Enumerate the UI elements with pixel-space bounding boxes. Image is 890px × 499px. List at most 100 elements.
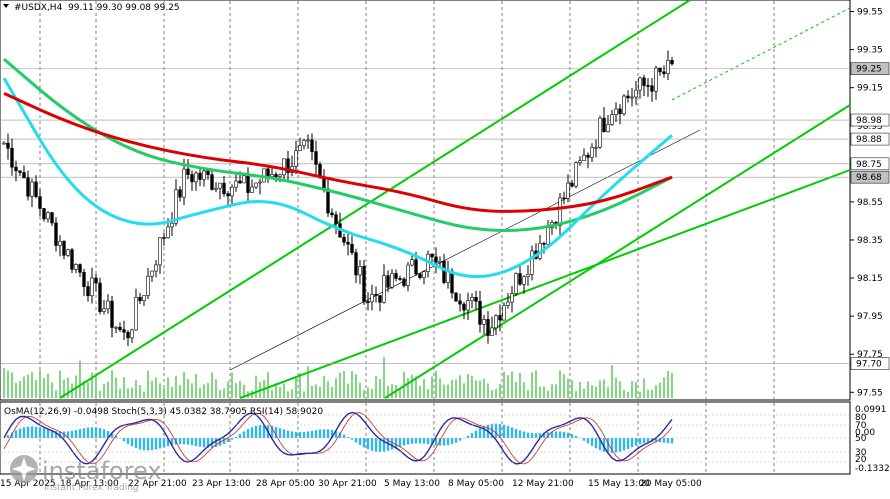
osma-bar [423,438,425,444]
time-tick-label: 28 Apr 05:00 [256,479,315,489]
osma-bar [575,436,577,438]
candle-body [283,159,286,175]
osma-bar [7,435,9,438]
price-tick-label: 98.15 [857,274,883,284]
candle-body [375,294,378,295]
candle-body [255,183,258,187]
indicator-tick-label: -0.1332 [855,464,890,474]
candle-body [3,143,6,144]
osma-bar [243,431,245,438]
osma-bar [291,431,293,438]
price-tick-label: 98.35 [857,236,883,246]
osma-bar [283,430,285,438]
osma-bar [595,438,597,448]
candle-body [39,197,42,209]
candle-body [639,78,642,90]
osma-bar [447,438,449,445]
osma-bar [307,431,309,438]
candle-body [507,302,510,305]
time-tick-label: 5 May 13:00 [384,479,440,489]
candle-body [483,319,486,324]
candle-body [519,274,522,285]
candle-body [511,294,514,303]
osma-bar [187,438,189,445]
candle-body [183,169,186,197]
osma-bar [151,438,153,450]
osma-bar [531,433,533,438]
candle-body [475,297,478,301]
osma-bar [23,427,25,438]
time-tick-label: 8 May 05:00 [448,479,504,489]
candle-body [251,187,254,193]
osma-bar [83,428,85,438]
candle-body [219,183,222,188]
candle-body [103,309,106,312]
price-axis[interactable]: 99.5599.3599.1598.9598.7598.5598.3598.15… [850,8,889,399]
candle-body [547,228,550,245]
osma-bar [315,430,317,438]
candle-body [515,274,518,294]
osma-bar [511,427,513,438]
osma-bar [555,431,557,438]
osma-bar [279,428,281,438]
candle-body [243,176,246,183]
price-tick-label: 97.95 [857,312,883,322]
osma-bar [415,438,417,443]
candle-body [115,327,118,328]
osma-bar [587,438,589,443]
osma-bar [663,438,665,443]
osma-bar [179,438,181,444]
candle-body [391,274,394,288]
candle-body [347,242,350,244]
candle-body [63,241,66,255]
candle-body [419,274,422,278]
osma-bar [295,432,297,438]
candle-body [131,330,134,338]
candle-body [163,237,166,238]
osma-bar [619,438,621,452]
candle-body [199,173,202,179]
candle-body [523,277,526,285]
candle-body [295,151,298,167]
osma-bar [535,433,537,438]
candle-body [411,260,414,265]
osma-bar [471,433,473,438]
osma-bar [79,429,81,438]
candle-body [439,261,442,262]
price-level-label: 98.88 [856,135,882,145]
osma-bar [507,426,509,438]
osma-bar [643,438,645,443]
price-tick-label: 98.55 [857,198,883,208]
candle-body [151,271,154,276]
candle-body [83,272,86,286]
osma-bar [323,429,325,438]
osma-bar [563,432,565,438]
osma-bar [583,438,585,441]
candle-body [11,148,14,167]
candle-body [99,283,102,312]
osma-bar [239,434,241,438]
osma-bar [399,438,401,447]
candle-body [59,241,62,245]
candle-body [459,301,462,304]
candle-body [643,78,646,86]
candle-body [27,178,30,196]
candle-body [479,301,482,324]
osma-bar [567,433,569,438]
candle-body [367,301,370,302]
osma-bar [351,438,353,440]
osma-bar [407,438,409,445]
osma-bar [451,438,453,444]
osma-bar [403,438,405,446]
osma-bar [103,429,105,438]
price-tick-label: 97.55 [857,388,883,398]
candle-body [463,304,466,310]
candle-body [359,266,362,275]
osma-bar [355,438,357,442]
candle-body [159,237,162,264]
candle-body [327,189,330,213]
candle-body [343,237,346,242]
time-tick-label: 12 May 21:00 [512,479,574,489]
candle-body [559,198,562,226]
